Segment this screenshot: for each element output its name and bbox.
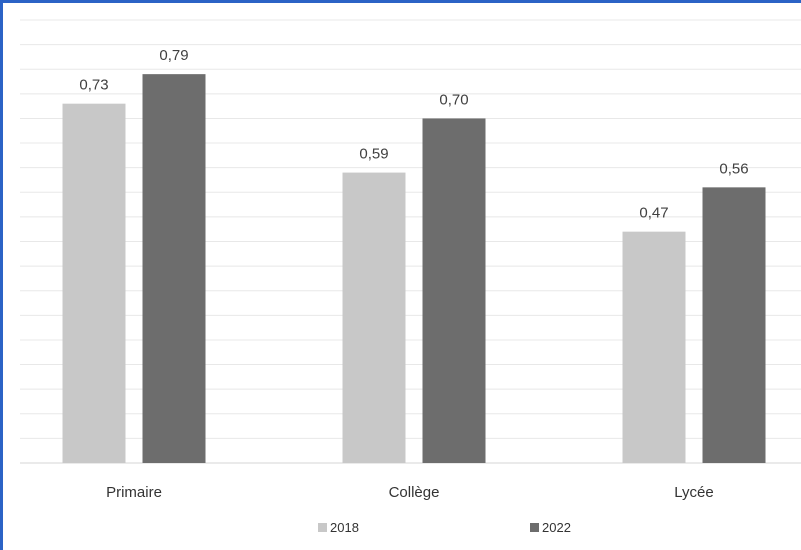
bar-2022-0 — [142, 74, 206, 464]
bar-2018-0 — [62, 103, 126, 463]
data-label: 0,56 — [719, 160, 748, 177]
category-label: Lycée — [674, 484, 713, 501]
bar-2018-1 — [342, 172, 406, 464]
legend: 2018 2022 — [318, 520, 571, 535]
category-label: Primaire — [106, 484, 162, 501]
legend-label: 2022 — [542, 520, 571, 535]
bar-2022-2 — [702, 187, 766, 463]
legend-swatch-2022 — [530, 523, 539, 532]
category-label: Collège — [389, 484, 440, 501]
data-label: 0,73 — [79, 77, 108, 94]
bar-2022-1 — [422, 118, 486, 463]
data-label: 0,79 — [159, 47, 188, 64]
data-label: 0,70 — [439, 91, 468, 108]
data-label: 0,59 — [359, 146, 388, 163]
legend-swatch-2018 — [318, 523, 327, 532]
bars-group: 0,73 0,79 0,59 0,70 0,47 0,56 — [62, 47, 766, 464]
data-label: 0,47 — [639, 205, 668, 222]
legend-label: 2018 — [330, 520, 359, 535]
bar-2018-2 — [622, 231, 686, 463]
category-labels: Primaire Collège Lycée — [106, 484, 714, 501]
